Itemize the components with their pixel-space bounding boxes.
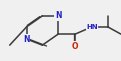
Text: N: N (55, 11, 61, 20)
Text: HN: HN (86, 24, 98, 30)
Text: N: N (23, 35, 30, 44)
Text: O: O (72, 42, 78, 51)
